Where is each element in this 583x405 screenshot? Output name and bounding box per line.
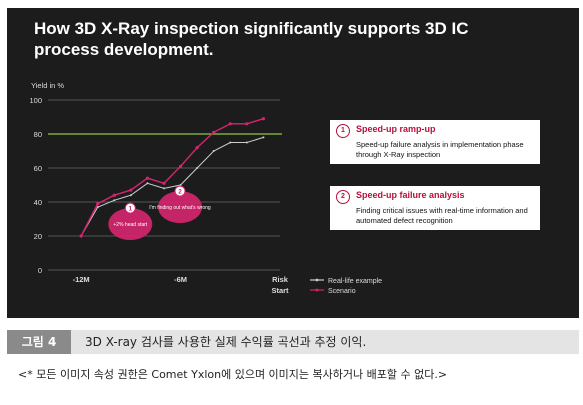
data-point bbox=[112, 193, 116, 197]
y-axis-label: Yield in % bbox=[31, 81, 64, 90]
y-tick-label: 0 bbox=[38, 266, 42, 275]
callout-title-2: Speed-up failure analysis bbox=[356, 190, 465, 200]
callout-failure-analysis: 2 Speed-up failure analysis Finding crit… bbox=[330, 186, 540, 230]
legend-label: Scenario bbox=[328, 288, 356, 295]
data-point bbox=[129, 194, 132, 197]
annotation-bubble-1 bbox=[108, 208, 153, 241]
annotation-text-1: +2% head start bbox=[113, 222, 147, 228]
legend-marker bbox=[315, 288, 319, 292]
data-point bbox=[195, 146, 199, 150]
data-point bbox=[245, 122, 249, 126]
data-point bbox=[146, 182, 149, 185]
y-tick-label: 100 bbox=[29, 96, 42, 105]
y-tick-label: 60 bbox=[34, 164, 42, 173]
callout-ramp-up: 1 Speed-up ramp-up Speed-up failure anal… bbox=[330, 120, 540, 164]
data-point bbox=[96, 202, 100, 206]
caption-text: 3D X-ray 검사를 사용한 실제 수익률 곡선과 추정 이익. bbox=[85, 335, 367, 349]
annotation-marker-1 bbox=[124, 202, 136, 214]
data-point bbox=[178, 164, 183, 168]
data-point bbox=[261, 117, 266, 121]
data-point bbox=[228, 122, 232, 126]
series-line-real-life bbox=[80, 136, 264, 237]
data-point bbox=[145, 176, 150, 180]
data-point bbox=[245, 141, 248, 144]
chart-title: How 3D X-Ray inspection significantly su… bbox=[34, 19, 469, 59]
annotation-number-1: 1 bbox=[128, 206, 132, 213]
data-point bbox=[229, 141, 232, 144]
x-tick-label: -6M bbox=[174, 275, 187, 284]
callout-text-2: Finding critical issues with real-time i… bbox=[356, 206, 528, 225]
figure-caption: 그림 4 3D X-ray 검사를 사용한 실제 수익률 곡선과 추정 이익. bbox=[7, 330, 579, 354]
data-point bbox=[162, 181, 166, 185]
x-tick-label-line1: Risk bbox=[272, 275, 289, 284]
annotation-marker-2 bbox=[174, 185, 186, 197]
annotation-number-2: 2 bbox=[178, 189, 182, 196]
data-point bbox=[212, 130, 216, 134]
data-point bbox=[179, 184, 182, 186]
y-tick-label: 20 bbox=[34, 232, 42, 241]
x-tick-label: -12M bbox=[73, 275, 90, 284]
y-tick-label: 80 bbox=[34, 130, 42, 139]
data-point bbox=[212, 150, 215, 152]
legend-marker bbox=[315, 278, 319, 282]
caption-label: 그림 4 bbox=[7, 330, 71, 354]
chart-svg: Yield in % 0 20 40 60 80 100 -12M -6M Risk Start 1 +… bbox=[29, 81, 382, 295]
x-tick-label-line2: Start bbox=[271, 286, 289, 295]
data-point bbox=[262, 136, 265, 139]
callout-text-1: Speed-up failure analysis in implementat… bbox=[356, 140, 524, 159]
series-line-scenario bbox=[80, 118, 264, 237]
annotation-bubble-2 bbox=[158, 191, 202, 224]
data-point bbox=[196, 167, 199, 169]
data-point bbox=[163, 187, 165, 190]
data-point bbox=[79, 234, 83, 238]
chart-panel: Yield in % 0 20 40 60 80 100 -12M -6M Risk Start 1 +… bbox=[7, 8, 579, 318]
data-point bbox=[113, 199, 116, 202]
callout-title-1: Speed-up ramp-up bbox=[356, 124, 436, 134]
callout-number-1: 1 bbox=[336, 124, 350, 138]
y-tick-label: 40 bbox=[34, 198, 42, 207]
legend-label: Real-life example bbox=[328, 278, 382, 285]
annotation-text-2: I'm finding out what's wrong bbox=[149, 205, 211, 211]
copyright-note: <* 모든 이미지 속성 권한은 Comet Yxlon에 있으며 이미지는 복… bbox=[18, 368, 448, 381]
data-point bbox=[129, 188, 133, 192]
callout-number-2: 2 bbox=[336, 190, 350, 204]
data-point bbox=[96, 206, 99, 209]
